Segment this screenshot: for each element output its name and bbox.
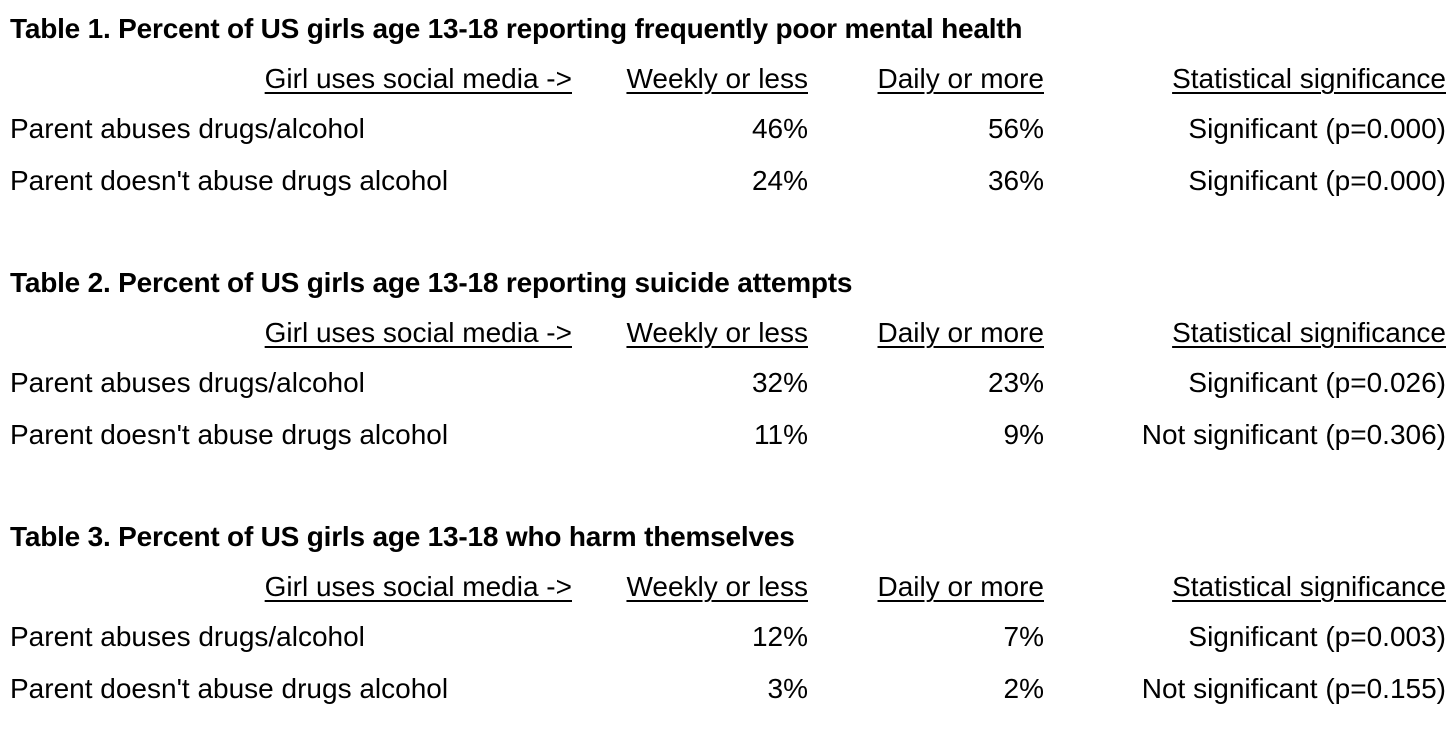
cell-significance: Not significant (p=0.155): [1141, 673, 1446, 704]
cell-weekly: 11%: [754, 419, 808, 450]
header-daily: Daily or more: [877, 317, 1044, 348]
table-3: Table 3. Percent of US girls age 13-18 w…: [0, 508, 1456, 738]
cell-weekly: 32%: [751, 367, 808, 398]
cell-significance: Significant (p=0.000): [1188, 165, 1446, 196]
cell-weekly: 46%: [751, 113, 808, 144]
header-daily: Daily or more: [877, 571, 1044, 602]
cell-significance: Significant (p=0.026): [1188, 367, 1446, 398]
table-1: Table 1. Percent of US girls age 13-18 r…: [0, 0, 1456, 230]
header-social-media-label: Girl uses social media ->: [264, 317, 572, 348]
cell-weekly: 3%: [767, 673, 808, 704]
header-social-media-label: Girl uses social media ->: [264, 63, 572, 94]
cell-significance: Not significant (p=0.306): [1141, 419, 1446, 450]
table-title: Table 1. Percent of US girls age 13-18 r…: [10, 13, 1023, 44]
cell-significance: Significant (p=0.000): [1188, 113, 1446, 144]
cell-weekly: 24%: [751, 165, 808, 196]
cell-daily: 2%: [1003, 673, 1044, 704]
header-significance: Statistical significance: [1172, 571, 1446, 602]
row-label: Parent doesn't abuse drugs alcohol: [10, 673, 449, 704]
table-2: Table 2. Percent of US girls age 13-18 r…: [0, 254, 1456, 484]
table-title: Table 2. Percent of US girls age 13-18 r…: [10, 267, 853, 298]
row-label: Parent abuses drugs/alcohol: [10, 113, 365, 144]
cell-significance: Significant (p=0.003): [1188, 621, 1446, 652]
header-weekly: Weekly or less: [626, 63, 808, 94]
cell-weekly: 12%: [751, 621, 808, 652]
header-daily: Daily or more: [877, 63, 1044, 94]
cell-daily: 36%: [987, 165, 1044, 196]
cell-daily: 56%: [987, 113, 1044, 144]
row-label: Parent abuses drugs/alcohol: [10, 367, 365, 398]
table-title: Table 3. Percent of US girls age 13-18 w…: [10, 521, 795, 552]
row-label: Parent abuses drugs/alcohol: [10, 621, 365, 652]
cell-daily: 23%: [987, 367, 1044, 398]
header-weekly: Weekly or less: [626, 317, 808, 348]
header-weekly: Weekly or less: [626, 571, 808, 602]
cell-daily: 7%: [1003, 621, 1044, 652]
header-significance: Statistical significance: [1172, 317, 1446, 348]
header-significance: Statistical significance: [1172, 63, 1446, 94]
header-social-media-label: Girl uses social media ->: [264, 571, 572, 602]
row-label: Parent doesn't abuse drugs alcohol: [10, 419, 449, 450]
cell-daily: 9%: [1003, 419, 1044, 450]
row-label: Parent doesn't abuse drugs alcohol: [10, 165, 449, 196]
